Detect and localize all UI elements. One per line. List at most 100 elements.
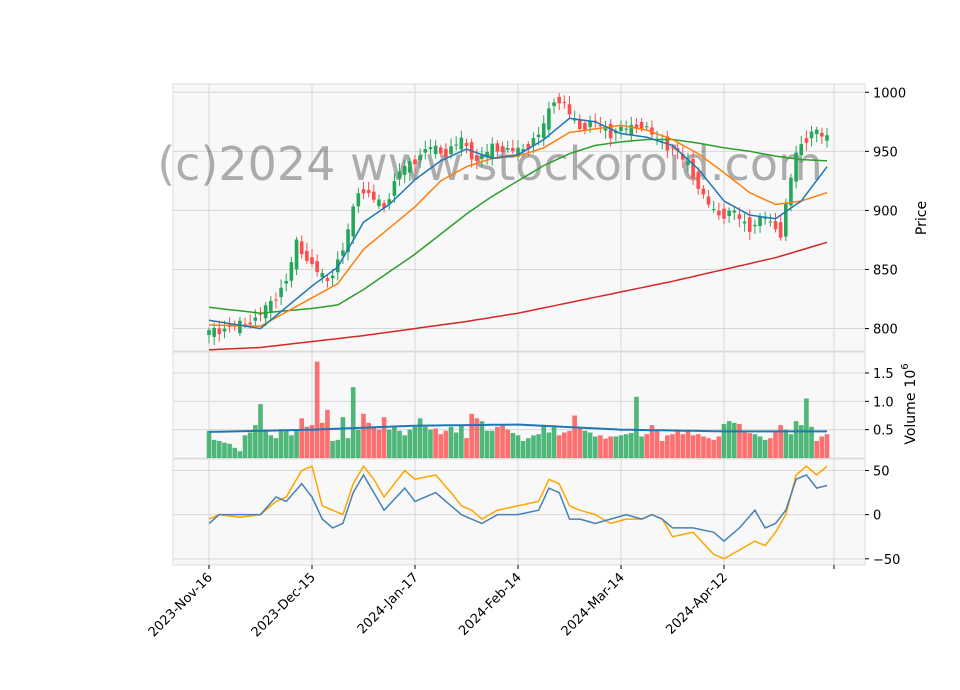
volume-bar (721, 423, 727, 458)
volume-bar (525, 438, 531, 458)
volume-bar (556, 435, 562, 458)
volume-bar (350, 387, 356, 458)
volume-bar (536, 434, 541, 458)
candle-body (789, 177, 793, 206)
volume-bar (294, 429, 299, 458)
candle-body (423, 149, 428, 153)
volume-bar (366, 422, 371, 458)
candle-body (258, 313, 263, 315)
price-tick-label: 950 (873, 145, 898, 160)
volume-bar (345, 438, 351, 458)
oscillator-line-2 (208, 464, 828, 560)
candle-body (567, 104, 572, 115)
candle-body (248, 322, 253, 325)
volume-bar (701, 436, 706, 458)
candle-body (366, 190, 371, 194)
volume-bar (469, 413, 474, 458)
volume-bar (520, 440, 526, 458)
candle-body (696, 171, 701, 189)
candle-body (207, 329, 211, 336)
volume-bar (680, 434, 686, 458)
candle-body (619, 126, 623, 132)
volume-bar (304, 426, 310, 458)
volume-bar (407, 429, 413, 458)
candle-body (737, 214, 742, 220)
candle-body (516, 147, 520, 157)
volume-bar (603, 438, 608, 458)
ma-long-line (208, 138, 828, 314)
candle-body (691, 158, 695, 179)
volume-bar (551, 426, 557, 458)
volume-bar (335, 439, 341, 458)
volume-bar (227, 443, 232, 458)
volume-bar (314, 361, 320, 458)
volume-bar (706, 438, 711, 458)
volume-bar (628, 433, 634, 458)
volume-bar (309, 425, 315, 458)
volume-ma-line (208, 423, 827, 433)
volume-bar (742, 430, 747, 458)
volume-bar (484, 430, 490, 458)
candle-body (742, 221, 747, 224)
ma-mid-line (208, 124, 828, 327)
volume-bar (670, 434, 675, 458)
price-panel: (c)2024 www.stockoroid.com 800 850 900 950 1… (157, 83, 930, 352)
candle-body (583, 122, 587, 130)
candle-body (371, 191, 376, 200)
candle-body (397, 171, 402, 179)
candle-body (402, 166, 407, 175)
candle-body (433, 145, 438, 155)
candle-body (511, 147, 515, 152)
candle-body (773, 221, 778, 230)
volume-bar (757, 436, 763, 458)
candle-body (758, 215, 762, 226)
candle-body (634, 124, 639, 129)
volume-bar (386, 429, 392, 458)
volume-bar (562, 432, 567, 458)
volume-bar (253, 425, 258, 458)
x-tick-label: 2024-Mar-14 (559, 570, 628, 639)
volume-bar (567, 430, 572, 458)
volume-bar (278, 430, 284, 458)
candle-body (284, 280, 289, 284)
x-tick-label: 2023-Nov-16 (146, 570, 216, 640)
volume-bar (649, 425, 655, 458)
price-moving-averages (208, 117, 828, 351)
price-tick-label: 1000 (873, 86, 906, 101)
candle-body (310, 257, 314, 265)
candle-body (711, 209, 716, 211)
volume-bar (299, 418, 305, 458)
volume-bar (273, 438, 279, 458)
volume-bar (659, 440, 665, 458)
candle-body (253, 317, 258, 321)
volume-bar (541, 425, 547, 458)
volume-bar (695, 434, 701, 458)
candle-body (577, 120, 582, 129)
candle-body (263, 305, 268, 319)
candle-body (382, 203, 386, 208)
candle-body (825, 135, 829, 141)
candle-body (531, 138, 536, 146)
volume-bar (448, 426, 454, 458)
candle-body (670, 146, 675, 148)
candle-body (449, 146, 453, 155)
candle-body (320, 272, 325, 278)
volume-bar (623, 434, 629, 458)
oscillator-lines (208, 464, 828, 560)
volume-bar (500, 425, 505, 458)
volume-bar (510, 433, 516, 458)
volume-bar (247, 432, 253, 458)
volume-bar (392, 426, 397, 458)
oscillator-tick-label: 0 (873, 509, 881, 524)
volume-bar (654, 430, 660, 458)
candle-body (552, 102, 556, 107)
candle-body (490, 143, 495, 159)
volume-bar (804, 398, 809, 458)
oscillator-panel: −50 0 50 (172, 458, 900, 568)
volume-label: Volume (903, 393, 919, 445)
candle-body (294, 239, 299, 270)
ma-short-line (208, 117, 828, 330)
volume-bar (361, 413, 366, 458)
candle-body (480, 155, 484, 159)
ma-200-line (208, 241, 828, 351)
